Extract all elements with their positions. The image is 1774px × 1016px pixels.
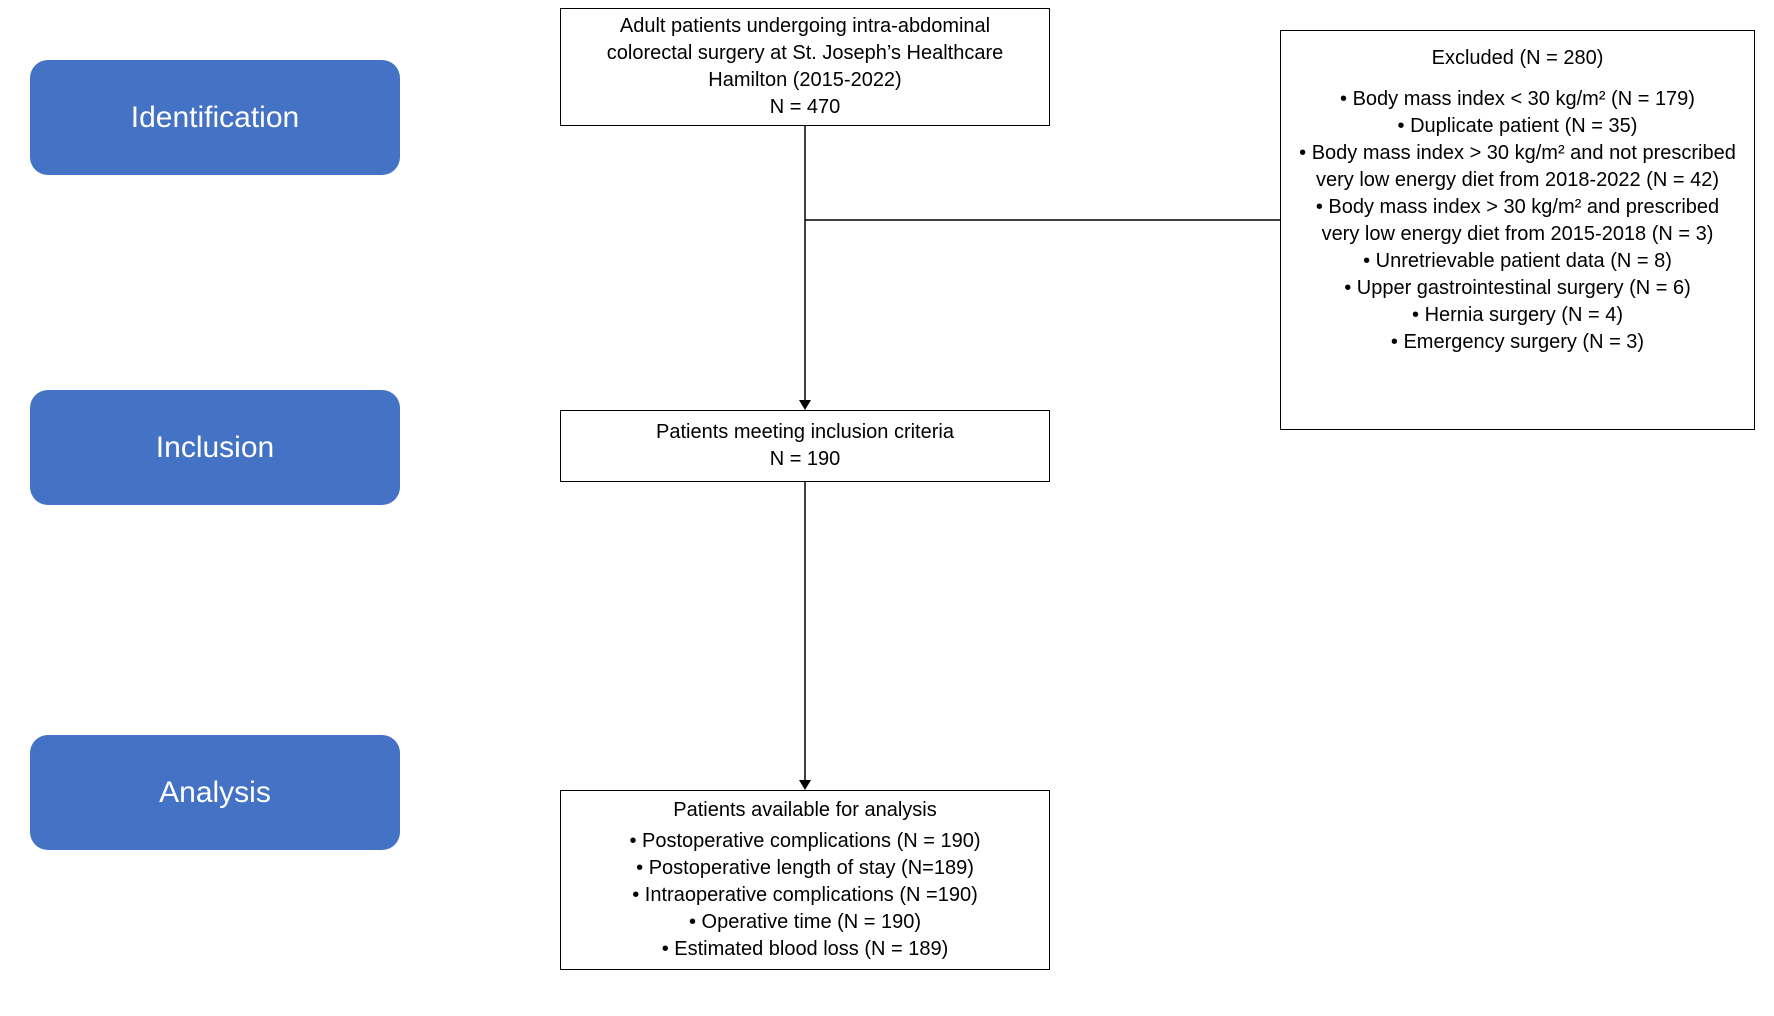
box-excluded: Excluded (N = 280) Body mass index < 30 …: [1280, 30, 1755, 430]
analysis-list-item: Postoperative length of stay (N=189): [629, 855, 980, 882]
box-analysis-list: Postoperative complications (N = 190)Pos…: [629, 828, 980, 963]
box-start-line1: Adult patients undergoing intra-abdomina…: [620, 13, 990, 40]
box-start-population: Adult patients undergoing intra-abdomina…: [560, 8, 1050, 126]
stage-inclusion: Inclusion: [30, 390, 400, 505]
excluded-list-item: Upper gastrointestinal surgery (N = 6): [1299, 275, 1736, 302]
excluded-list-item: Hernia surgery (N = 4): [1299, 302, 1736, 329]
box-inclusion-line2: N = 190: [770, 446, 841, 473]
stage-identification: Identification: [30, 60, 400, 175]
excluded-list-item: Unretrievable patient data (N = 8): [1299, 248, 1736, 275]
box-inclusion-line1: Patients meeting inclusion criteria: [656, 419, 954, 446]
analysis-list-item: Intraoperative complications (N =190): [629, 882, 980, 909]
box-start-line4: N = 470: [770, 94, 841, 121]
box-start-line2: colorectal surgery at St. Joseph’s Healt…: [607, 40, 1004, 67]
excluded-list-item: Body mass index > 30 kg/m² and prescribe…: [1299, 194, 1736, 248]
analysis-list-item: Operative time (N = 190): [629, 909, 980, 936]
excluded-list-item: Emergency surgery (N = 3): [1299, 329, 1736, 356]
excluded-list-item: Duplicate patient (N = 35): [1299, 113, 1736, 140]
box-analysis-title: Patients available for analysis: [673, 797, 936, 824]
analysis-list-item: Estimated blood loss (N = 189): [629, 936, 980, 963]
stage-analysis-label: Analysis: [159, 776, 271, 810]
excluded-list-item: Body mass index > 30 kg/m² and not presc…: [1299, 140, 1736, 194]
box-analysis-available: Patients available for analysis Postoper…: [560, 790, 1050, 970]
box-excluded-list: Body mass index < 30 kg/m² (N = 179)Dupl…: [1299, 86, 1736, 356]
stage-identification-label: Identification: [131, 101, 299, 135]
stage-inclusion-label: Inclusion: [156, 431, 274, 465]
excluded-list-item: Body mass index < 30 kg/m² (N = 179): [1299, 86, 1736, 113]
box-start-line3: Hamilton (2015-2022): [708, 67, 901, 94]
box-inclusion-criteria: Patients meeting inclusion criteria N = …: [560, 410, 1050, 482]
box-excluded-title: Excluded (N = 280): [1299, 45, 1736, 72]
analysis-list-item: Postoperative complications (N = 190): [629, 828, 980, 855]
stage-analysis: Analysis: [30, 735, 400, 850]
